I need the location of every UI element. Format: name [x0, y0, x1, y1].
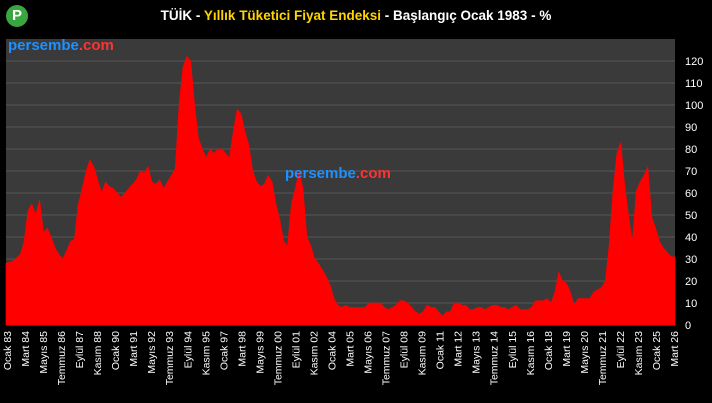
x-tick-label: Mayıs 92	[146, 331, 158, 374]
x-tick-label: Mart 19	[561, 331, 573, 367]
x-tick-label: Ocak 90	[110, 331, 122, 370]
x-tick-label: Eylül 15	[507, 331, 519, 369]
x-tick-label: Temmuz 00	[272, 331, 284, 385]
x-tick-label: Ocak 97	[218, 331, 230, 370]
x-tick-label: Ocak 04	[327, 331, 339, 370]
chart-title: TÜİK - Yıllık Tüketici Fiyat Endeksi - B…	[0, 8, 712, 23]
watermark-top-left-part2: .com	[79, 37, 114, 54]
y-tick-label: 0	[685, 320, 691, 332]
x-tick-label: Mart 84	[20, 331, 32, 367]
watermark-top-left-part1: persembe	[8, 37, 79, 54]
x-tick-label: Kasım 95	[200, 331, 212, 376]
title-highlight: Yıllık Tüketici Fiyat Endeksi	[203, 8, 381, 23]
x-tick-label: Mart 12	[453, 331, 465, 367]
y-tick-label: 10	[685, 298, 697, 310]
y-tick-label: 30	[685, 254, 697, 266]
y-tick-label: 50	[685, 210, 697, 222]
x-tick-label: Temmuz 21	[597, 331, 609, 385]
x-tick-label: Temmuz 07	[381, 331, 393, 385]
title-prefix: TÜİK -	[160, 8, 204, 23]
y-tick-label: 40	[685, 232, 697, 244]
x-tick-label: Kasım 23	[633, 331, 645, 376]
x-tick-label: Mayıs 13	[471, 331, 483, 374]
x-tick-label: Temmuz 93	[164, 331, 176, 385]
y-tick-label: 70	[685, 166, 697, 178]
y-tick-label: 120	[685, 56, 703, 68]
x-tick-label: Kasım 88	[92, 331, 104, 376]
x-tick-label: Eylül 08	[399, 331, 411, 369]
x-tick-label: Mart 91	[128, 331, 140, 367]
x-tick-label: Ocak 83	[2, 331, 14, 370]
logo-icon: P	[6, 5, 28, 27]
y-tick-label: 90	[685, 122, 697, 134]
x-tick-label: Eylül 87	[74, 331, 86, 369]
x-tick-label: Mart 98	[236, 331, 248, 367]
logo-letter: P	[11, 7, 22, 24]
x-tick-label: Mayıs 20	[579, 331, 591, 374]
x-tick-label: Eylül 01	[290, 331, 302, 369]
watermark-top-left: persembe.com	[8, 37, 114, 54]
x-tick-label: Ocak 25	[651, 331, 663, 370]
watermark-center-part2: .com	[356, 165, 391, 182]
x-tick-label: Ocak 11	[435, 331, 447, 369]
x-tick-label: Kasım 16	[525, 331, 537, 376]
watermark-center: persembe.com	[285, 165, 391, 182]
title-suffix: - Başlangıç Ocak 1983 - %	[380, 8, 552, 23]
y-tick-label: 100	[685, 100, 703, 112]
y-tick-label: 20	[685, 276, 697, 288]
x-tick-label: Temmuz 86	[56, 331, 68, 385]
y-tick-label: 80	[685, 144, 697, 156]
x-tick-label: Temmuz 14	[489, 331, 501, 385]
x-tick-label: Kasım 09	[417, 331, 429, 376]
x-tick-label: Eylül 22	[615, 331, 627, 369]
x-tick-label: Ocak 18	[543, 331, 555, 370]
y-tick-label: 110	[685, 78, 703, 90]
x-tick-label: Mayıs 99	[254, 331, 266, 374]
x-tick-label: Kasım 02	[309, 331, 321, 376]
x-tick-label: Mayıs 06	[363, 331, 375, 374]
x-tick-label: Mart 05	[345, 331, 357, 367]
x-tick-label: Mayıs 85	[38, 331, 50, 374]
watermark-center-part1: persembe	[285, 165, 356, 182]
y-tick-label: 60	[685, 188, 697, 200]
x-tick-label: Mart 26	[669, 331, 681, 367]
x-tick-label: Eylül 94	[182, 331, 194, 369]
area-series	[5, 56, 676, 326]
